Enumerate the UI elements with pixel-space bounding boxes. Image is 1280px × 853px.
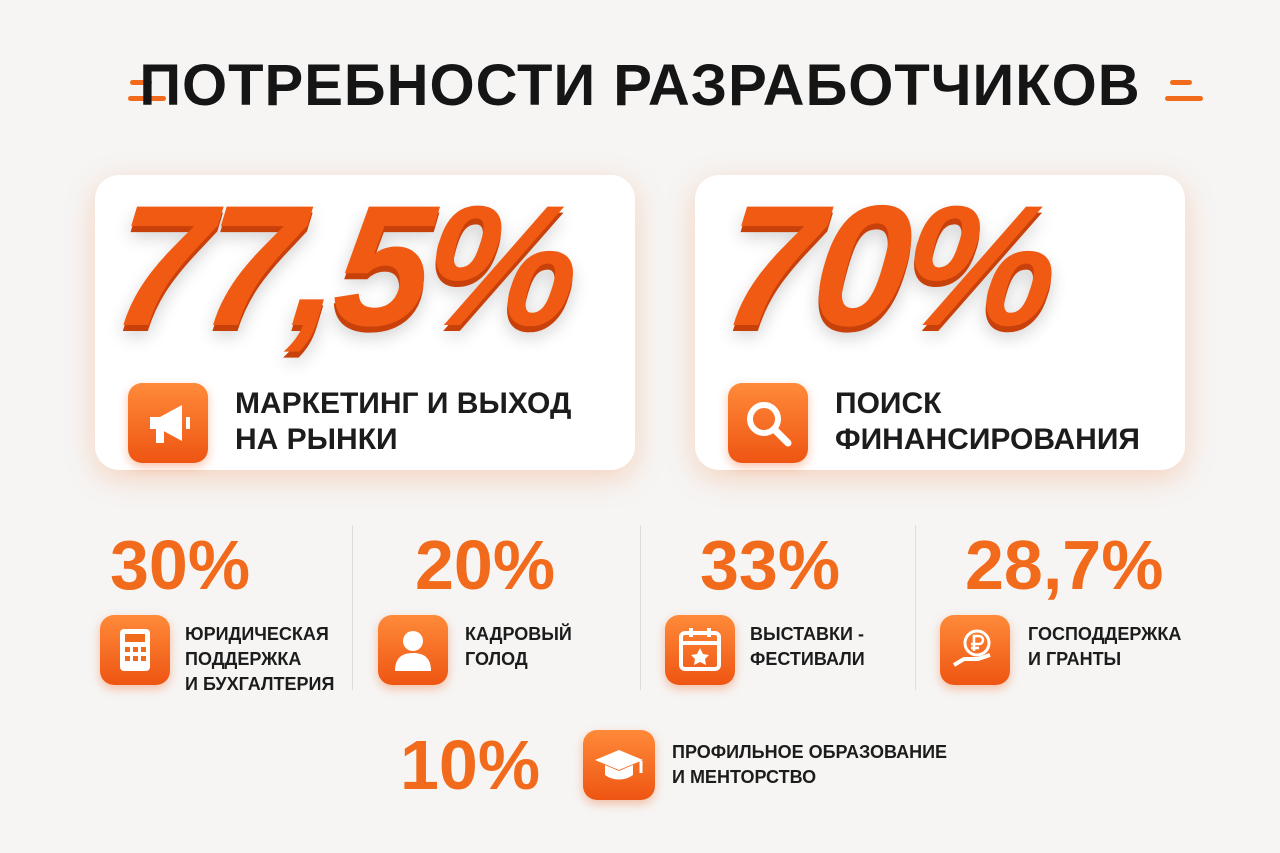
decor — [130, 80, 152, 85]
divider — [915, 525, 916, 690]
label-line: ФИНАНСИРОВАНИЯ — [835, 423, 1140, 456]
label-line: НА РЫНКИ — [235, 423, 398, 456]
stat-value: 33% — [700, 526, 841, 604]
label-line: ПОДДЕРЖКА — [185, 649, 302, 669]
label-line: И БУХГАЛТЕРИЯ — [185, 674, 335, 694]
stat-label: ГОСПОДДЕРЖКА И ГРАНТЫ — [1028, 622, 1181, 672]
label-line: ПРОФИЛЬНОЕ ОБРАЗОВАНИЕ — [672, 742, 948, 762]
label-line: И ГРАНТЫ — [1028, 649, 1122, 669]
stat-label: ПРОФИЛЬНОЕ ОБРАЗОВАНИЕ И МЕНТОРСТВО — [672, 740, 947, 790]
label-line: МАРКЕТИНГ И ВЫХОД — [235, 387, 572, 420]
icon-calculator — [100, 615, 170, 685]
label-line: ГОСПОДДЕРЖКА — [1028, 624, 1182, 644]
label-line: ВЫСТАВКИ - — [750, 624, 864, 644]
icon-graduation — [583, 730, 655, 800]
icon-ruble-hand — [940, 615, 1010, 685]
label-line: ГОЛОД — [465, 649, 528, 669]
stat-label: МАРКЕТИНГ И ВЫХОД НА РЫНКИ — [235, 386, 571, 458]
stat-label: ПОИСК ФИНАНСИРОВАНИЯ — [835, 386, 1140, 458]
icon-megaphone — [128, 383, 208, 463]
label-line: ЮРИДИЧЕСКАЯ — [185, 624, 329, 644]
stat-value: 70% — [714, 170, 1062, 362]
stat-label: ЮРИДИЧЕСКАЯ ПОДДЕРЖКА И БУХГАЛТЕРИЯ — [185, 622, 334, 697]
stat-label: ВЫСТАВКИ - ФЕСТИВАЛИ — [750, 622, 865, 672]
decor — [128, 96, 166, 101]
decor — [1170, 80, 1192, 85]
stat-value: 28,7% — [965, 526, 1164, 604]
icon-calendar — [665, 615, 735, 685]
stat-value: 30% — [110, 526, 251, 604]
label-line: ФЕСТИВАЛИ — [750, 649, 865, 669]
stat-value: 10% — [400, 726, 541, 804]
divider — [640, 525, 641, 690]
label-line: КАДРОВЫЙ — [465, 624, 572, 644]
stat-label: КАДРОВЫЙ ГОЛОД — [465, 622, 572, 672]
decor — [1165, 96, 1203, 101]
label-line: ПОИСК — [835, 387, 942, 420]
icon-person — [378, 615, 448, 685]
icon-search — [728, 383, 808, 463]
stat-value: 77,5% — [104, 170, 583, 362]
divider — [352, 525, 353, 690]
title: ПОТРЕБНОСТИ РАЗРАБОТЧИКОВ — [139, 53, 1141, 118]
label-line: И МЕНТОРСТВО — [672, 767, 817, 787]
stat-value: 20% — [415, 526, 556, 604]
